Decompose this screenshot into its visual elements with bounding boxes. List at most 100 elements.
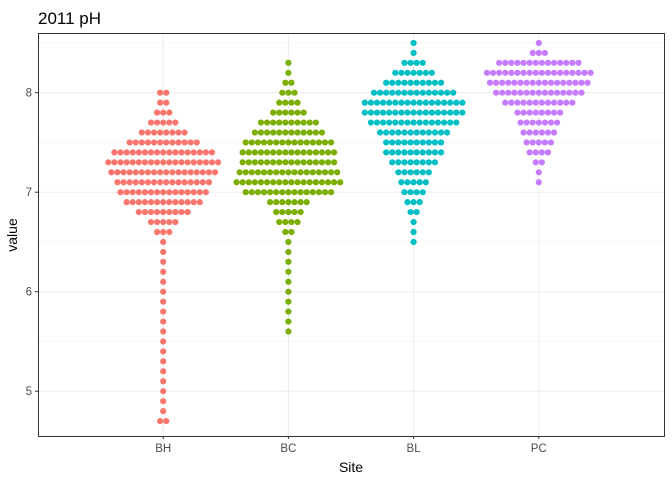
data-point: [547, 119, 555, 126]
data-point: [544, 69, 552, 76]
data-point: [160, 258, 167, 265]
data-point: [282, 79, 289, 86]
data-point: [160, 189, 167, 196]
data-point: [251, 149, 258, 156]
data-point: [404, 179, 411, 186]
data-point: [267, 189, 274, 196]
data-point: [520, 59, 527, 66]
data-point: [202, 149, 209, 156]
data-point: [160, 408, 167, 415]
data-point: [190, 199, 197, 206]
data-point: [157, 169, 164, 176]
y-tick-label: 5: [26, 386, 32, 398]
data-point: [505, 89, 512, 96]
data-point: [419, 89, 426, 96]
data-point: [529, 119, 536, 126]
data-point: [273, 139, 280, 146]
data-point: [150, 169, 158, 176]
data-point: [288, 179, 295, 186]
data-point: [383, 129, 390, 136]
data-point: [294, 129, 301, 136]
data-point: [282, 99, 289, 106]
data-point: [392, 109, 399, 116]
data-point: [138, 169, 145, 176]
data-point: [380, 119, 387, 126]
data-point: [431, 149, 439, 156]
data-point: [312, 129, 319, 136]
data-point: [523, 89, 530, 96]
data-point: [502, 69, 509, 76]
data-point: [297, 189, 304, 196]
data-point: [380, 99, 387, 106]
data-point: [202, 189, 209, 196]
data-point: [328, 189, 335, 196]
data-point: [419, 149, 426, 156]
data-point: [282, 149, 289, 156]
data-point: [181, 179, 188, 186]
data-point: [401, 129, 408, 136]
data-point: [569, 59, 576, 66]
data-point: [312, 149, 319, 156]
data-point: [407, 159, 414, 166]
data-point: [251, 129, 258, 136]
data-point: [123, 149, 130, 156]
data-point: [263, 149, 271, 156]
data-point: [294, 159, 301, 166]
data-point: [154, 199, 161, 206]
data-point: [535, 89, 542, 96]
data-point: [493, 89, 500, 96]
data-point: [291, 209, 298, 216]
data-point: [169, 179, 176, 186]
data-point: [294, 149, 301, 156]
data-point: [181, 129, 188, 136]
data-point: [166, 209, 173, 216]
data-point: [306, 149, 313, 156]
data-point: [508, 69, 515, 76]
data-point: [425, 159, 432, 166]
data-point: [276, 159, 283, 166]
data-point: [401, 159, 408, 166]
data-point: [154, 119, 161, 126]
data-point: [315, 139, 322, 146]
data-point: [184, 149, 191, 156]
data-point: [285, 238, 292, 246]
data-point: [245, 159, 252, 166]
data-point: [270, 129, 277, 136]
data-point: [160, 338, 167, 345]
data-point: [187, 139, 194, 146]
data-point: [257, 119, 265, 126]
data-point: [208, 149, 216, 156]
data-point: [434, 99, 442, 106]
data-point: [166, 199, 173, 206]
chart-title: 2011 pH: [38, 9, 101, 28]
data-point: [419, 139, 426, 146]
data-point: [413, 79, 420, 86]
data-point: [166, 159, 173, 166]
data-point: [389, 129, 396, 136]
data-point: [285, 199, 292, 206]
data-point: [129, 199, 136, 206]
data-point: [285, 268, 292, 275]
data-point: [532, 59, 539, 66]
data-point: [285, 258, 292, 265]
data-point: [160, 268, 167, 275]
data-point: [129, 189, 136, 196]
data-point: [529, 89, 536, 96]
data-point: [196, 159, 203, 166]
data-point: [184, 159, 191, 166]
data-point: [147, 218, 155, 226]
data-point: [279, 89, 286, 96]
data-point: [419, 159, 426, 166]
data-point: [434, 119, 442, 126]
data-point: [132, 169, 139, 176]
data-point: [160, 159, 167, 166]
data-point: [178, 209, 185, 216]
data-point: [154, 159, 161, 166]
data-point: [550, 99, 558, 106]
data-point: [535, 169, 542, 176]
data-point: [547, 79, 555, 86]
data-point: [398, 109, 405, 116]
data-point: [242, 169, 249, 176]
data-point: [138, 139, 145, 146]
data-point: [303, 199, 310, 206]
